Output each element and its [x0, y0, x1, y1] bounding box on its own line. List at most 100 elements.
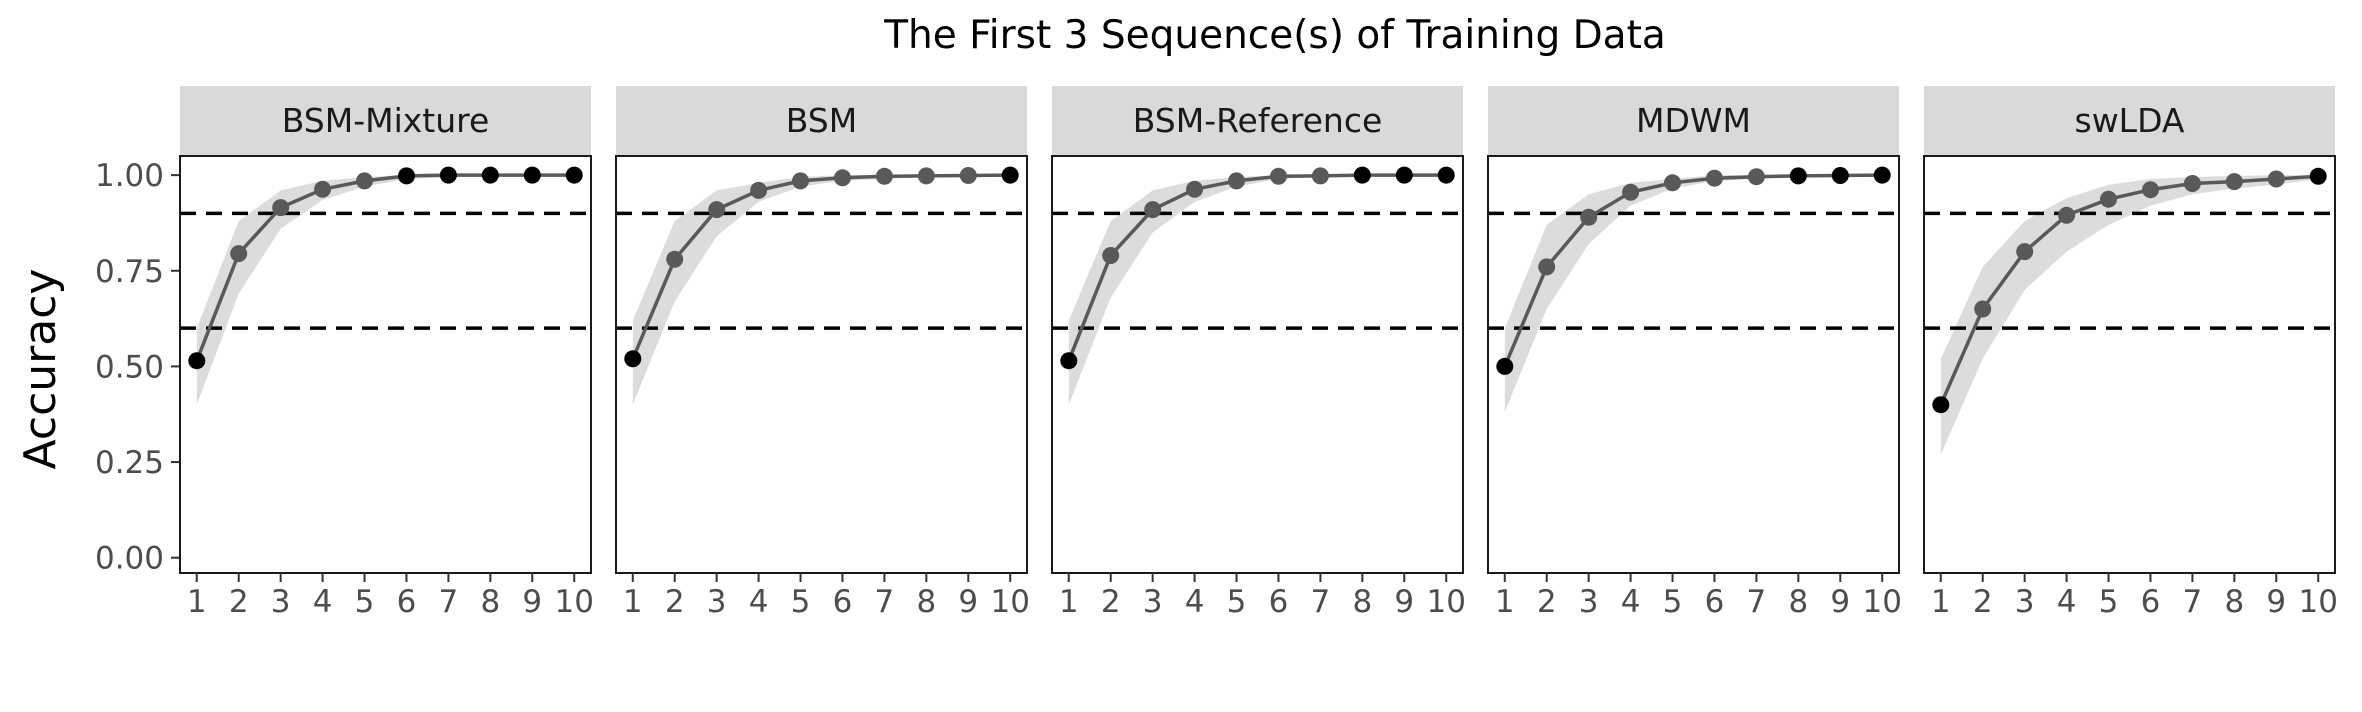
- plot-area: [1488, 156, 1899, 573]
- x-tick-label: 6: [2141, 584, 2161, 620]
- x-tick-label: 9: [1394, 584, 1414, 620]
- facet-strip: [1052, 86, 1463, 156]
- x-tick-label: 8: [480, 584, 500, 620]
- x-tick-label: 7: [439, 584, 459, 620]
- y-tick-label: 0.50: [95, 349, 164, 385]
- x-tick-label: 1: [1495, 584, 1515, 620]
- x-tick-label: 4: [2057, 584, 2077, 620]
- panel-border: [1051, 155, 1464, 574]
- x-tick-label: 4: [1621, 584, 1641, 620]
- panel-border: [1923, 155, 2336, 574]
- facet-panel-mdwm: MDWM 1 2 3 4 5 6 7 8 9 10: [1487, 86, 1902, 620]
- x-tick-label: 5: [1663, 584, 1683, 620]
- x-tick-label: 10: [554, 584, 593, 620]
- x-tick-label: 1: [1059, 584, 1079, 620]
- data-point: [1873, 166, 1891, 184]
- y-tick-label: 0.25: [95, 445, 164, 481]
- facet-strip: [1488, 86, 1899, 156]
- data-point: [1228, 172, 1245, 190]
- plot-area: [1052, 156, 1463, 573]
- data-point: [1538, 258, 1556, 276]
- facet-strip-label: MDWM: [1636, 101, 1751, 140]
- data-point: [314, 180, 332, 198]
- data-point: [2225, 173, 2243, 191]
- data-point: [834, 169, 851, 187]
- x-tick-label: 8: [916, 584, 936, 620]
- x-tick-label: 9: [1830, 584, 1850, 620]
- data-point: [1747, 168, 1765, 186]
- data-point: [439, 166, 457, 184]
- y-tick-label: 0.75: [95, 254, 164, 290]
- x-tick-label: 2: [1537, 584, 1557, 620]
- plot-area: [616, 156, 1027, 573]
- plot-area: [180, 156, 591, 573]
- x-tick-label: 9: [2266, 584, 2286, 620]
- x-tick-label: 3: [271, 584, 291, 620]
- x-tick-label: 6: [1269, 584, 1289, 620]
- x-tick-label: 9: [522, 584, 542, 620]
- facet-panel-bsm-mixture: BSM-Mixture 1 2 3 4 5 6 7 8 9 10: [179, 86, 594, 620]
- x-tick-label: 5: [1227, 584, 1247, 620]
- data-point: [1144, 201, 1162, 219]
- facet-strip-label: BSM-Mixture: [282, 101, 490, 140]
- data-point: [1831, 167, 1849, 184]
- data-point: [1622, 183, 1640, 201]
- x-tick-label: 7: [1747, 584, 1767, 620]
- data-point: [666, 250, 684, 268]
- facet-strip-label: BSM: [786, 101, 857, 140]
- x-tick-label: 5: [791, 584, 811, 620]
- x-tick-label: 10: [1862, 584, 1901, 620]
- confidence-band: [1504, 175, 1883, 413]
- data-point: [1789, 167, 1807, 185]
- x-tick-label: 3: [2015, 584, 2035, 620]
- x-tick-label: 2: [1101, 584, 1121, 620]
- data-point: [398, 167, 415, 185]
- data-point: [188, 352, 206, 370]
- data-point: [2100, 190, 2117, 208]
- data-point: [1102, 247, 1120, 264]
- data-point: [1395, 166, 1413, 184]
- x-tick-label: 4: [313, 584, 333, 620]
- data-point: [272, 199, 290, 217]
- accuracy-line: [1939, 174, 2319, 406]
- confidence-band: [1940, 175, 2319, 455]
- x-tick-label: 1: [623, 584, 643, 620]
- x-tick-label: 3: [707, 584, 727, 620]
- accuracy-line: [1503, 173, 1883, 368]
- x-tick-label: 7: [2183, 584, 2203, 620]
- data-point: [1060, 352, 1078, 370]
- x-tick-label: 10: [990, 584, 1029, 620]
- x-tick-label: 8: [1788, 584, 1808, 620]
- panel-border: [615, 155, 1028, 574]
- x-tick-label: 3: [1579, 584, 1599, 620]
- x-tick-label: 7: [875, 584, 895, 620]
- facet-strip: [180, 86, 591, 156]
- data-point: [1664, 174, 1681, 192]
- data-point: [624, 350, 642, 368]
- accuracy-line: [1067, 173, 1447, 362]
- data-point: [523, 166, 541, 184]
- x-tick-label: 6: [397, 584, 417, 620]
- x-tick-label: 3: [1143, 584, 1163, 620]
- x-tick-label: 1: [1931, 584, 1951, 620]
- plot-area: [1924, 156, 2335, 573]
- facet-panel-bsm-reference: BSM-Reference 1 2 3 4 5 6 7 8 9 10: [1051, 86, 1466, 620]
- data-point: [2309, 167, 2327, 185]
- data-point: [875, 167, 893, 185]
- data-point: [792, 172, 809, 190]
- facet-strip: [616, 86, 1027, 156]
- data-point: [1353, 166, 1371, 184]
- data-point: [1270, 167, 1287, 185]
- x-tick-label: 5: [2099, 584, 2119, 620]
- facet-strip-label: BSM-Reference: [1133, 101, 1383, 140]
- data-point: [1706, 169, 1723, 187]
- data-point: [708, 201, 726, 219]
- data-point: [2142, 181, 2159, 199]
- data-point: [1974, 300, 1992, 318]
- y-tick-label: 0.00: [95, 541, 164, 577]
- data-point: [1001, 166, 1019, 184]
- data-point: [1311, 167, 1329, 185]
- y-axis-label: Accuracy: [15, 269, 66, 470]
- data-point: [565, 166, 583, 184]
